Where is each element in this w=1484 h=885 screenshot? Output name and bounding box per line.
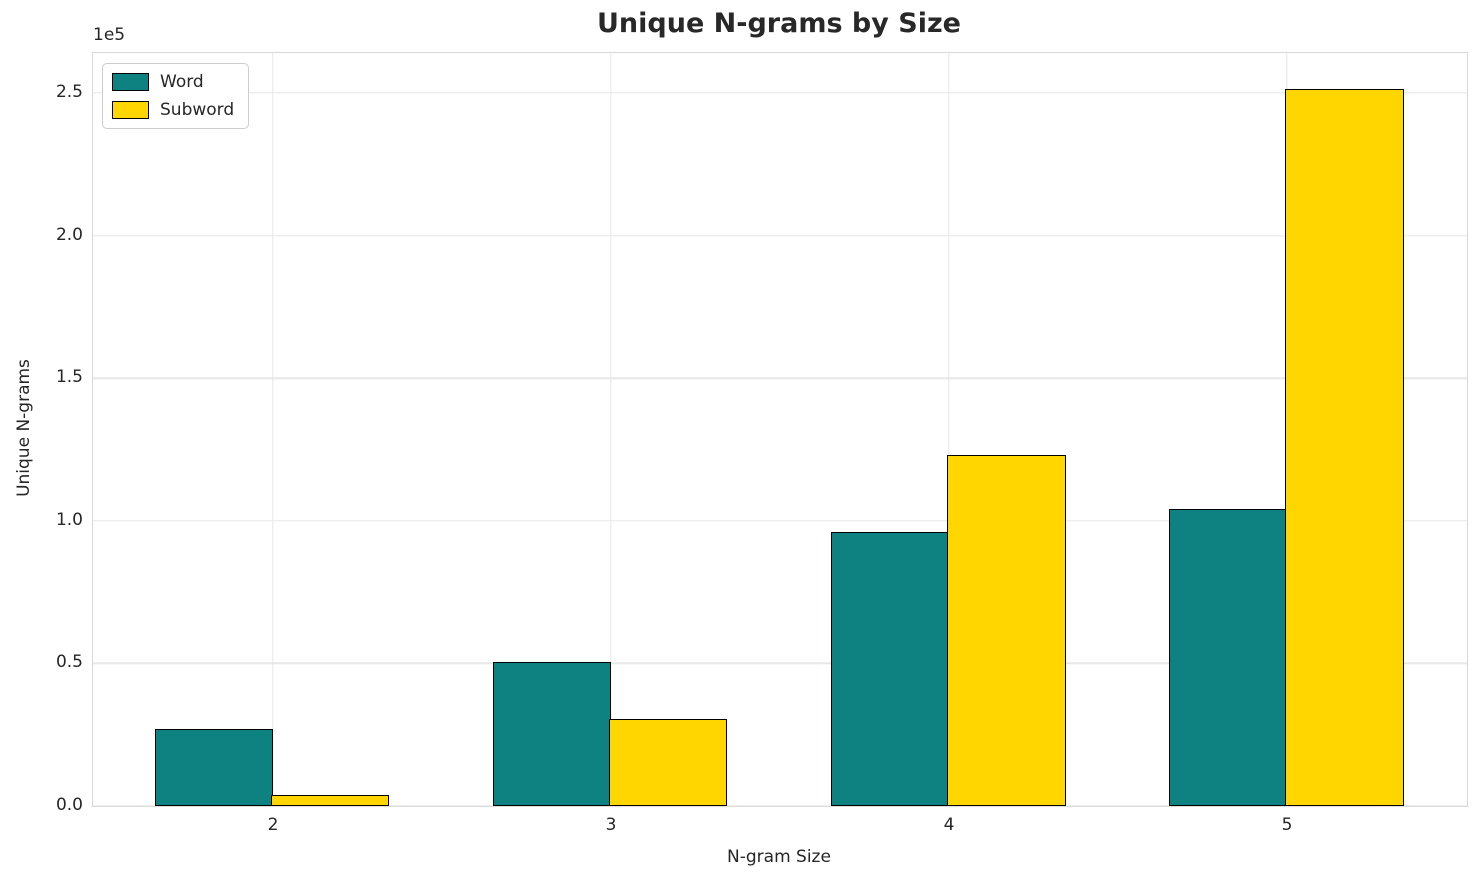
y-tick-label: 0.5: [55, 652, 83, 673]
bar-word-4: [830, 532, 949, 806]
bar-word-5: [1168, 509, 1287, 806]
legend-label: Word: [160, 72, 204, 92]
bar-word-2: [154, 729, 273, 806]
gridline-x: [610, 53, 612, 806]
bar-subword-2: [271, 795, 390, 806]
gridline-y: [93, 662, 1467, 665]
legend-swatch-subword: [112, 101, 149, 119]
y-tick-label: 2.0: [55, 224, 83, 245]
legend-item: Word: [112, 72, 234, 92]
x-tick-label: 4: [943, 815, 955, 835]
x-axis-label: N-gram Size: [727, 847, 831, 867]
gridline-y: [93, 805, 1467, 807]
bar-word-3: [492, 661, 611, 806]
chart-title: Unique N-grams by Size: [597, 8, 961, 39]
plot-area: Word Subword 0.0 0.5 1.0 1.5 2.0 2.5 2 3 4 5: [56, 52, 1468, 835]
x-tick-label: 2: [267, 815, 279, 835]
x-tick-label: 3: [605, 815, 617, 835]
y-tick-label: 1.5: [55, 367, 83, 388]
legend-item: Subword: [112, 100, 234, 120]
gridline-y: [93, 92, 1467, 94]
bar-subword-4: [947, 455, 1066, 806]
gridline-x: [948, 53, 950, 806]
legend: Word Subword: [102, 63, 250, 129]
y-axis-label: Unique N-grams: [14, 359, 34, 497]
y-tick-label: 0.0: [55, 795, 83, 815]
legend-swatch-word: [112, 73, 149, 91]
gridline-y: [93, 234, 1467, 237]
gridline-y: [93, 520, 1467, 522]
y-tick-label: 2.5: [55, 81, 83, 102]
gridline-y: [93, 377, 1467, 379]
y-axis-offset-label: 1e5: [93, 25, 126, 45]
gridline-x: [272, 53, 274, 806]
x-tick-label: 5: [1281, 815, 1293, 835]
bar-subword-5: [1285, 88, 1404, 806]
legend-label: Subword: [160, 100, 235, 120]
y-tick-label: 1.0: [55, 509, 83, 530]
bar-subword-3: [609, 719, 728, 806]
